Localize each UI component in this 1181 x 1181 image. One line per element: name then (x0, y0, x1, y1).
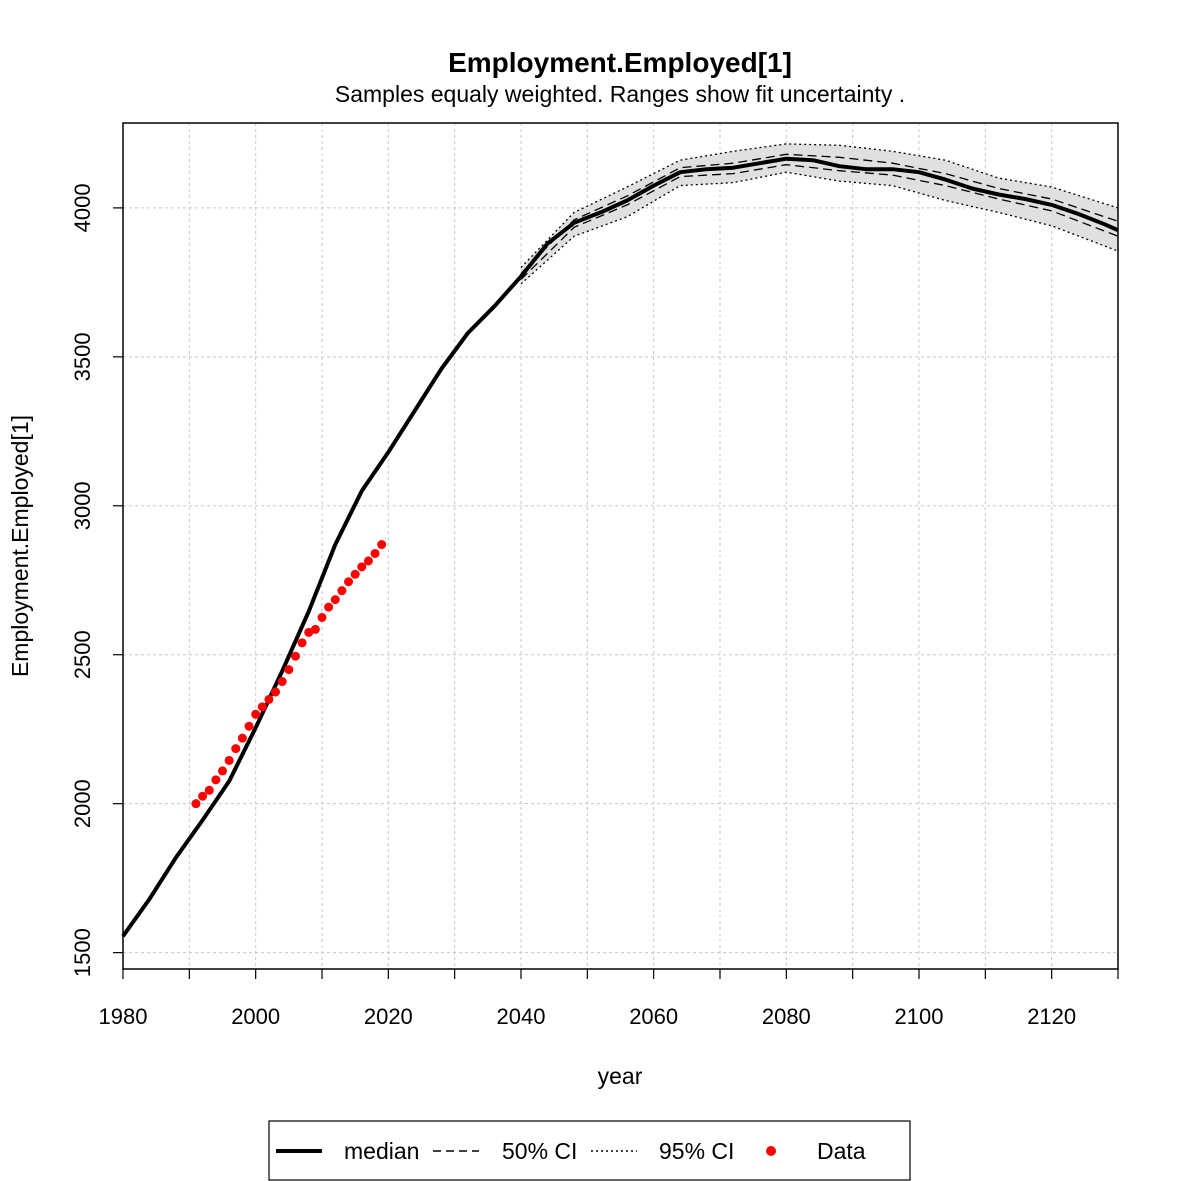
legend: median 50% CI 95% CI Data (268, 1120, 911, 1181)
y-tick-label: 2500 (70, 630, 95, 679)
chart-title: Employment.Employed[1] (448, 47, 792, 78)
data-point (191, 799, 201, 809)
data-point (231, 744, 241, 754)
x-tick-label: 2020 (364, 1004, 413, 1029)
ci50-upper-line (520, 153, 1119, 274)
series-lines (121, 143, 1119, 938)
data-point (363, 556, 373, 566)
ci50-lower-line (520, 164, 1119, 280)
data-point (344, 577, 354, 587)
data-point (297, 638, 307, 648)
data-point (317, 612, 327, 622)
x-axis-label: year (598, 1063, 643, 1089)
data-point (211, 775, 221, 785)
data-point (310, 624, 320, 634)
data-point (218, 766, 227, 776)
data-point (337, 586, 347, 596)
ci-band (521, 143, 1118, 284)
y-tick-label: 1500 (70, 928, 95, 977)
median-line (121, 156, 1119, 938)
data-point (290, 651, 300, 661)
legend-95ci-label: 95% CI (659, 1138, 734, 1164)
data-point (357, 562, 367, 572)
x-tick-label: 2060 (629, 1004, 678, 1029)
data-points (191, 540, 387, 809)
data-point (377, 540, 387, 550)
x-tick-label: 2040 (497, 1004, 546, 1029)
data-point (204, 785, 214, 795)
y-tick-label: 3500 (70, 332, 95, 381)
legend-data-label: Data (817, 1138, 866, 1164)
plot-area-border (122, 122, 1119, 970)
legend-50ci-label: 50% CI (502, 1138, 577, 1164)
legend-median-label: median (344, 1138, 419, 1164)
legend-data-swatch (766, 1146, 776, 1156)
data-point (370, 548, 380, 558)
ci95-upper-line (520, 143, 1119, 268)
data-point (198, 791, 208, 801)
x-axis: 1980 2000 2020 2040 2060 2080 2100 2120 (99, 969, 1119, 1029)
x-tick-label: 2100 (895, 1004, 944, 1029)
data-point (277, 677, 287, 687)
data-point (271, 687, 281, 697)
chart-subtitle: Samples equaly weighted. Ranges show fit… (335, 81, 905, 107)
data-point (324, 602, 334, 612)
data-point (237, 733, 247, 743)
data-point (330, 595, 340, 605)
x-tick-label: 2080 (762, 1004, 811, 1029)
y-tick-label: 2000 (70, 779, 95, 828)
y-axis-label: Employment.Employed[1] (7, 415, 33, 677)
data-point (257, 702, 267, 712)
legend-box (268, 1120, 911, 1181)
x-tick-label: 2000 (231, 1004, 280, 1029)
data-point (264, 694, 274, 704)
x-tick-label: 1980 (99, 1004, 148, 1029)
data-point (224, 755, 234, 765)
ci95-band-fill (521, 143, 1118, 284)
data-point (350, 569, 360, 579)
data-point (244, 721, 254, 731)
x-tick-label: 2120 (1027, 1004, 1076, 1029)
grid (123, 123, 1118, 969)
y-axis: 1500 2000 2500 3000 3500 4000 (70, 183, 123, 977)
data-point (284, 665, 294, 675)
y-tick-label: 4000 (70, 183, 95, 232)
data-point (251, 709, 261, 719)
y-tick-label: 3000 (70, 481, 95, 530)
